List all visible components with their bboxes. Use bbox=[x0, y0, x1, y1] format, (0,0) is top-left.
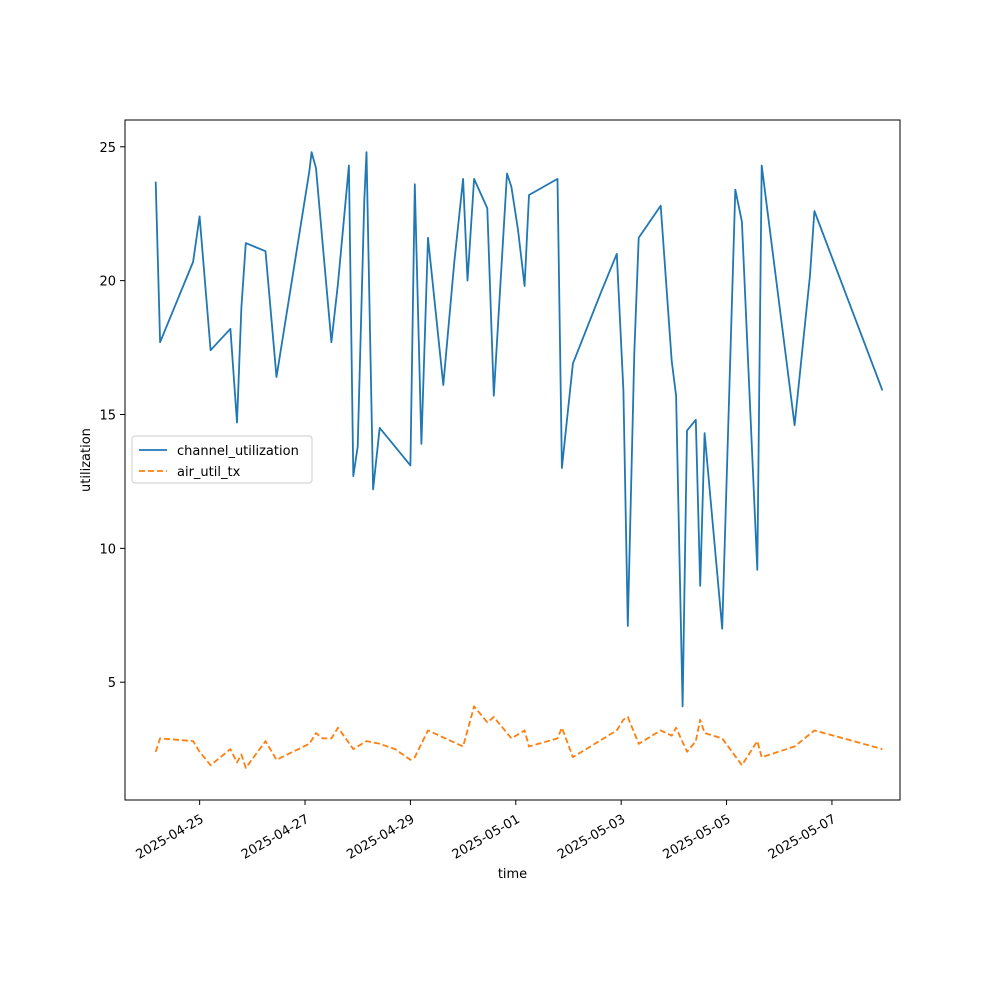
y-tick-label: 5 bbox=[108, 676, 116, 691]
legend-box bbox=[131, 435, 313, 484]
y-tick-label: 20 bbox=[99, 275, 116, 290]
series-line-channel-utilization bbox=[154, 151, 884, 708]
legend-label-air-util-tx: air_util_tx bbox=[177, 465, 241, 480]
plot-frame bbox=[124, 119, 901, 801]
y-tick-label: 25 bbox=[99, 141, 116, 156]
plot-area bbox=[124, 119, 901, 801]
legend-label-channel-utilization: channel_utilization bbox=[177, 444, 299, 459]
y-tick-label: 10 bbox=[99, 542, 116, 557]
y-axis: 5 10 15 20 25 bbox=[99, 141, 125, 691]
x-axis-title: time bbox=[498, 867, 527, 882]
y-tick-label: 15 bbox=[99, 408, 116, 423]
legend: channel_utilization air_util_tx bbox=[131, 435, 313, 484]
y-axis-title: utilization bbox=[79, 428, 94, 492]
series-line-air-util-tx bbox=[154, 705, 883, 769]
